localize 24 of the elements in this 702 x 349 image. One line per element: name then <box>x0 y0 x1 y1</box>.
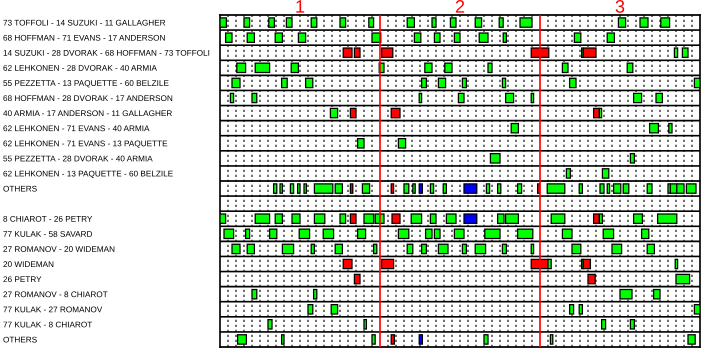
y-tick-label: 14 SUZUKI - 28 DVORAK - 68 HOFFMAN - 73 TOFFOLI <box>4 50 210 56</box>
y-tick-label: 55 PEZZETTA - 13 PAQUETTE - 60 BELZILE <box>3 80 169 88</box>
y-tick-label: 77 KULAK - 27 ROMANOV <box>3 306 102 312</box>
y-tick-label: 68 HOFFMAN - 28 DVORAK - 17 ANDERSON <box>3 95 172 102</box>
y-tick-label: 27 ROMANOV - 20 WIDEMAN <box>3 246 114 252</box>
y-tick-label: 62 LEHKONEN - 13 PAQUETTE - 60 BELZILE <box>3 170 173 178</box>
y-tick-label: 62 LEHKONEN - 71 EVANS - 40 ARMIA <box>3 125 150 132</box>
y-tick-label: 62 LEHKONEN - 28 DVORAK - 40 ARMIA <box>3 65 157 71</box>
y-tick-label: 27 ROMANOV - 8 CHIAROT <box>3 291 108 298</box>
y-tick-label: 8 CHIAROT - 26 PETRY <box>3 216 92 222</box>
y-tick-label: 62 LEHKONEN - 71 EVANS - 13 PAQUETTE <box>3 140 168 148</box>
x-tick-label: 2 <box>456 0 464 13</box>
y-tick-label: 77 KULAK - 8 CHIAROT <box>3 322 92 328</box>
y-tick-label: 77 KULAK - 58 SAVARD <box>3 231 92 237</box>
y-tick-label: 55 PEZZETTA - 28 DVORAK - 40 ARMIA <box>3 156 153 162</box>
x-tick-label: 1 <box>296 0 304 13</box>
y-tick-label: OTHERS <box>3 186 37 192</box>
y-tick-label: OTHERS <box>3 336 37 343</box>
y-tick-label: 26 PETRY <box>3 276 42 282</box>
y-tick-label: 68 HOFFMAN - 71 EVANS - 17 ANDERSON <box>3 34 165 41</box>
y-tick-label: 20 WIDEMAN <box>3 261 54 268</box>
y-tick-label: 40 ARMIA - 17 ANDERSON - 11 GALLAGHER <box>3 110 172 116</box>
y-tick-label: 73 TOFFOLI - 14 SUZUKI - 11 GALLAGHER <box>3 20 166 26</box>
x-tick-label: 3 <box>616 0 624 13</box>
